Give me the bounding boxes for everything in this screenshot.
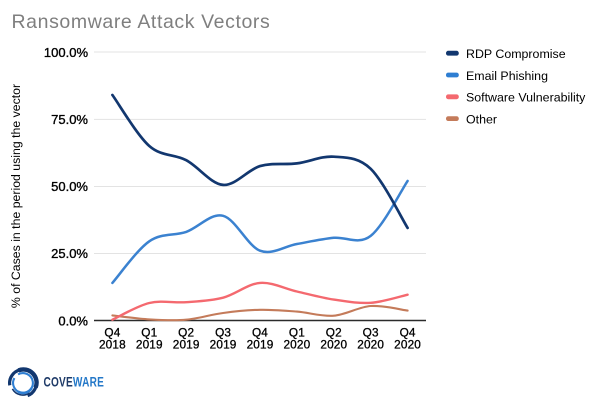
svg-text:Q1: Q1	[289, 326, 305, 340]
svg-text:2020: 2020	[283, 338, 310, 352]
svg-text:2019: 2019	[247, 338, 274, 352]
svg-text:Q4: Q4	[252, 326, 268, 340]
svg-text:Q3: Q3	[363, 326, 379, 340]
svg-text:25.0%: 25.0%	[51, 246, 88, 261]
svg-text:Q4: Q4	[104, 326, 120, 340]
svg-text:Ransomware Attack Vectors: Ransomware Attack Vectors	[12, 11, 271, 33]
svg-text:75.0%: 75.0%	[51, 112, 88, 127]
svg-text:Q3: Q3	[215, 326, 231, 340]
svg-text:RDP Compromise: RDP Compromise	[466, 47, 566, 61]
svg-text:2020: 2020	[320, 338, 347, 352]
svg-text:2020: 2020	[394, 338, 421, 352]
svg-text:Q1: Q1	[141, 326, 157, 340]
svg-text:0.0%: 0.0%	[58, 313, 88, 328]
svg-text:50.0%: 50.0%	[51, 179, 88, 194]
svg-text:Q2: Q2	[326, 326, 342, 340]
svg-text:Q2: Q2	[178, 326, 194, 340]
svg-text:2020: 2020	[357, 338, 384, 352]
svg-text:% of Cases in the period using: % of Cases in the period using the vecto…	[9, 84, 23, 308]
svg-text:Q4: Q4	[400, 326, 416, 340]
svg-text:2019: 2019	[210, 338, 237, 352]
svg-text:100.0%: 100.0%	[44, 45, 89, 60]
svg-text:COVEWARE: COVEWARE	[44, 374, 105, 390]
svg-text:2019: 2019	[136, 338, 163, 352]
svg-text:Other: Other	[466, 112, 497, 126]
svg-text:2019: 2019	[173, 338, 200, 352]
svg-text:Software Vulnerability: Software Vulnerability	[466, 91, 586, 105]
svg-text:2018: 2018	[99, 338, 126, 352]
svg-text:Email Phishing: Email Phishing	[466, 69, 548, 83]
